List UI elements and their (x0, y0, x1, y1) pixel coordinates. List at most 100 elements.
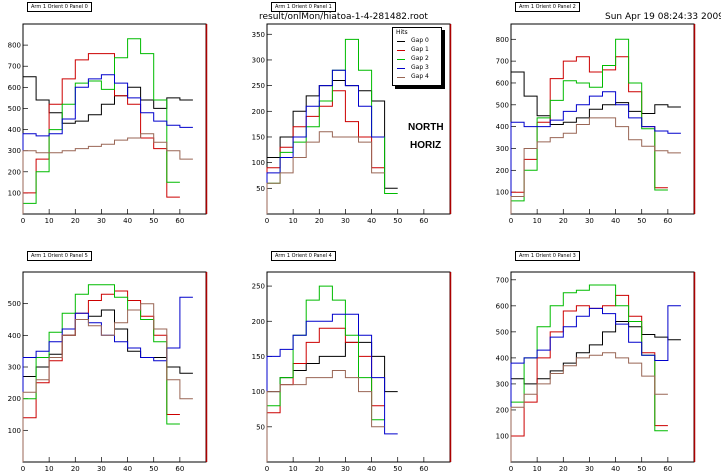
y-tick-label: 200 (8, 395, 21, 403)
plot-frame (510, 271, 695, 463)
y-tick-label: 250 (252, 82, 265, 90)
x-tick-label: 10 (289, 217, 298, 225)
series-gap-3 (510, 91, 681, 214)
panel-5-title: Arm 1 Orient 0 Panel 5 (27, 251, 92, 261)
series-gap-4 (510, 117, 681, 214)
x-tick-label: 60 (419, 465, 428, 473)
x-tick-label: 10 (289, 465, 298, 473)
x-tick-label: 20 (71, 465, 80, 473)
x-tick-label: 30 (341, 217, 350, 225)
x-tick-label: 20 (559, 465, 568, 473)
north-label: NORTH (408, 122, 444, 133)
series-gap-4 (266, 370, 385, 462)
y-tick-label: 50 (256, 423, 265, 431)
y-tick-label: 300 (8, 147, 21, 155)
timestamp-label: Sun Apr 19 08:24:33 2009 (605, 12, 721, 22)
x-tick-label: 40 (367, 465, 376, 473)
x-tick-label: 10 (533, 465, 542, 473)
legend-swatch (397, 68, 405, 69)
legend-swatch (397, 77, 405, 78)
legend-item-gap-2: Gap 2 (397, 55, 441, 63)
panel-0-title: Arm 1 Orient 0 Panel 0 (27, 2, 92, 12)
series-gap-0 (510, 71, 681, 214)
y-tick-label: 300 (496, 380, 509, 388)
x-tick-label: 30 (585, 217, 594, 225)
plot-frame (22, 23, 207, 215)
y-tick-label: 500 (8, 105, 21, 113)
y-tick-label: 200 (252, 108, 265, 116)
x-tick-label: 30 (341, 465, 350, 473)
x-tick-label: 50 (149, 217, 158, 225)
series-gap-3 (22, 74, 193, 214)
legend-item-gap-1: Gap 1 (397, 46, 441, 54)
series-gap-3 (510, 305, 681, 462)
y-tick-label: 700 (496, 276, 509, 284)
x-tick-label: 0 (509, 465, 513, 473)
series-gap-1 (510, 294, 668, 462)
y-tick-label: 700 (8, 63, 21, 71)
legend-swatch (397, 41, 405, 42)
legend: Hits Gap 0 Gap 1 Gap 2 Gap 3 Gap 4 (392, 27, 442, 86)
y-tick-label: 400 (8, 126, 21, 134)
series-gap-4 (22, 133, 193, 214)
y-tick-label: 500 (8, 300, 21, 308)
x-tick-label: 30 (97, 465, 106, 473)
x-tick-label: 50 (393, 217, 402, 225)
y-tick-label: 300 (8, 364, 21, 372)
x-tick-label: 30 (97, 217, 106, 225)
legend-swatch (397, 50, 405, 51)
x-tick-label: 20 (315, 465, 324, 473)
legend-item-gap-0: Gap 0 (397, 37, 441, 45)
horiz-label: HORIZ (410, 140, 442, 151)
x-tick-label: 50 (637, 217, 646, 225)
x-tick-label: 50 (149, 465, 158, 473)
y-tick-label: 200 (8, 168, 21, 176)
series-gap-3 (266, 313, 398, 462)
y-tick-label: 800 (496, 36, 509, 44)
y-tick-label: 250 (252, 283, 265, 291)
legend-item-gap-3: Gap 3 (397, 64, 441, 72)
y-tick-label: 100 (496, 432, 509, 440)
series-gap-2 (510, 38, 668, 214)
x-tick-label: 40 (123, 217, 132, 225)
series-gap-3 (266, 69, 385, 214)
x-tick-label: 0 (21, 217, 25, 225)
y-tick-label: 500 (496, 101, 509, 109)
legend-header: Hits (396, 29, 408, 36)
series-gap-2 (22, 38, 180, 214)
x-tick-label: 40 (611, 465, 620, 473)
y-tick-label: 500 (496, 328, 509, 336)
y-tick-label: 100 (8, 427, 21, 435)
x-tick-label: 60 (419, 217, 428, 225)
series-gap-4 (22, 303, 193, 462)
x-tick-label: 10 (533, 217, 542, 225)
y-tick-label: 350 (252, 31, 265, 39)
y-tick-label: 600 (8, 84, 21, 92)
panel-4-title: Arm 1 Orient 0 Panel 4 (271, 251, 336, 261)
panel-3-title: Arm 1 Orient 0 Panel 3 (515, 251, 580, 261)
x-tick-label: 0 (509, 217, 513, 225)
x-tick-label: 40 (123, 465, 132, 473)
y-tick-label: 600 (496, 79, 509, 87)
y-tick-label: 100 (252, 388, 265, 396)
x-tick-label: 60 (175, 465, 184, 473)
y-tick-label: 400 (496, 354, 509, 362)
x-tick-label: 0 (21, 465, 25, 473)
y-tick-label: 200 (496, 406, 509, 414)
y-tick-label: 50 (256, 185, 265, 193)
panel-2-title: Arm 1 Orient 0 Panel 2 (515, 2, 580, 12)
y-tick-label: 300 (496, 145, 509, 153)
x-tick-label: 20 (559, 217, 568, 225)
plot-frame (510, 23, 695, 215)
x-tick-label: 10 (45, 465, 54, 473)
x-tick-label: 40 (611, 217, 620, 225)
panel-1-title: Arm 1 Orient 0 Panel 1 (271, 2, 336, 12)
y-tick-label: 400 (496, 123, 509, 131)
y-tick-label: 150 (252, 133, 265, 141)
series-gap-4 (510, 352, 668, 462)
y-tick-label: 150 (252, 353, 265, 361)
legend-swatch (397, 59, 405, 60)
y-tick-label: 700 (496, 58, 509, 66)
y-tick-label: 800 (8, 42, 21, 50)
